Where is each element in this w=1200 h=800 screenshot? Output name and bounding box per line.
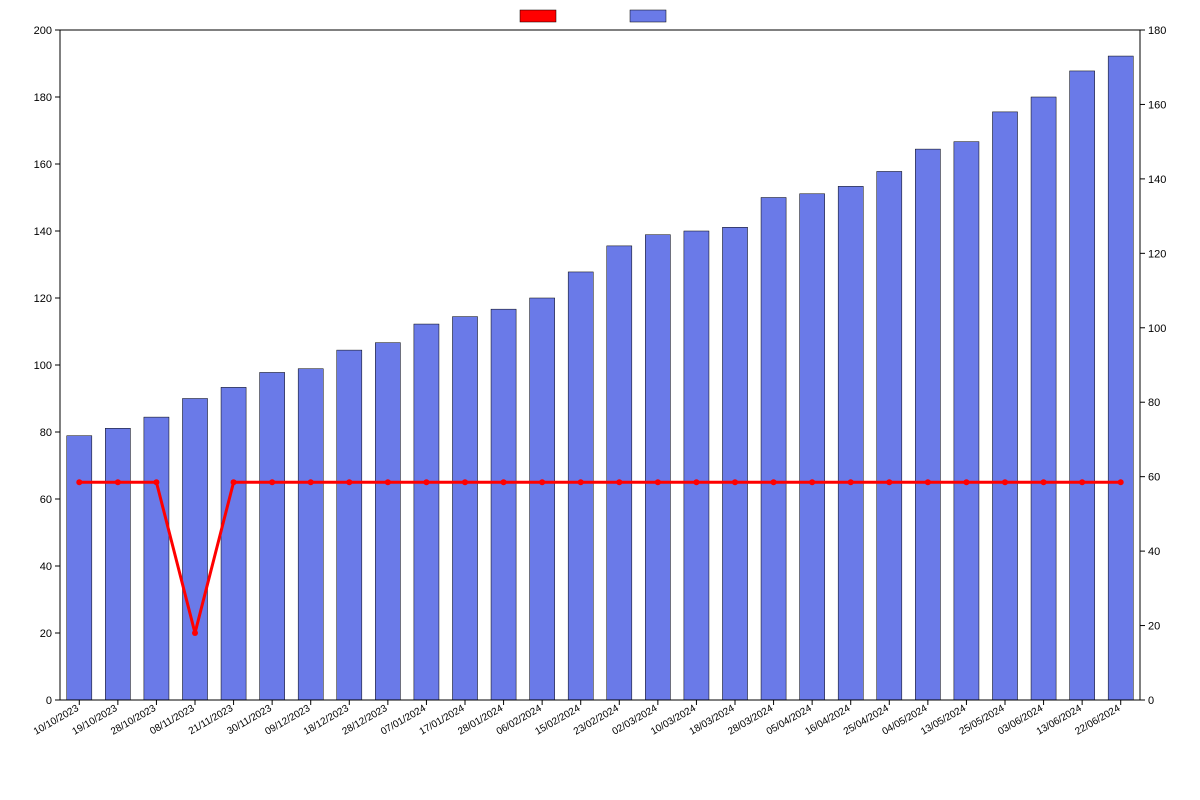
line-marker	[231, 479, 237, 485]
bar	[337, 350, 362, 700]
y-left-tick-label: 100	[34, 360, 52, 372]
bar	[877, 171, 902, 700]
line-marker	[886, 479, 892, 485]
line-marker	[153, 479, 159, 485]
y-right-tick-label: 20	[1148, 621, 1160, 633]
bar	[1031, 97, 1056, 700]
bar	[800, 194, 825, 700]
line-marker	[115, 479, 121, 485]
line-marker	[732, 479, 738, 485]
y-right-tick-label: 80	[1148, 397, 1160, 409]
bar	[414, 324, 439, 700]
y-left-tick-label: 160	[34, 159, 52, 171]
y-left-tick-label: 140	[34, 226, 52, 238]
bar	[182, 399, 207, 701]
line-marker	[385, 479, 391, 485]
line-marker	[616, 479, 622, 485]
bar	[375, 343, 400, 700]
line-marker	[539, 479, 545, 485]
combo-chart: 0 20 40 60 80 100 120 140 160 180 200 0 20 40 60 80 100 1…	[0, 0, 1200, 800]
bar	[1108, 56, 1133, 700]
bar	[607, 246, 632, 700]
line-marker	[578, 479, 584, 485]
bar	[260, 372, 285, 700]
line-marker	[655, 479, 661, 485]
y-left-tick-label: 40	[40, 561, 52, 573]
bar	[645, 235, 670, 700]
line-marker	[1002, 479, 1008, 485]
bar	[838, 186, 863, 700]
bar	[221, 387, 246, 700]
y-right-tick-label: 180	[1148, 25, 1166, 37]
line-marker	[963, 479, 969, 485]
y-right-tick-label: 160	[1148, 99, 1166, 111]
y-left-tick-label: 200	[34, 25, 52, 37]
bar	[684, 231, 709, 700]
bar	[530, 298, 555, 700]
line-marker	[462, 479, 468, 485]
bar	[568, 272, 593, 700]
line-marker	[1041, 479, 1047, 485]
y-right-tick-label: 120	[1148, 248, 1166, 260]
line-marker	[848, 479, 854, 485]
line-marker	[1079, 479, 1085, 485]
bar	[761, 198, 786, 701]
bar	[452, 317, 477, 700]
legend-swatch-bar	[630, 10, 666, 22]
y-right-tick-label: 60	[1148, 472, 1160, 484]
y-left-tick-label: 120	[34, 293, 52, 305]
y-right-tick-label: 100	[1148, 323, 1166, 335]
line-marker	[693, 479, 699, 485]
bar	[105, 428, 130, 700]
line-marker	[308, 479, 314, 485]
bar	[67, 436, 92, 700]
line-marker	[269, 479, 275, 485]
y-left-tick-label: 180	[34, 92, 52, 104]
bar	[1070, 71, 1095, 700]
line-marker	[1118, 479, 1124, 485]
y-left-tick-label: 20	[40, 628, 52, 640]
line-marker	[192, 630, 198, 636]
legend-swatch-line	[520, 10, 556, 22]
y-left-tick-label: 80	[40, 427, 52, 439]
line-marker	[501, 479, 507, 485]
y-left-tick-label: 0	[46, 695, 52, 707]
bar	[722, 227, 747, 700]
bar	[144, 417, 169, 700]
line-marker	[76, 479, 82, 485]
line-marker	[771, 479, 777, 485]
y-left-tick-label: 60	[40, 494, 52, 506]
bar	[298, 369, 323, 700]
bar	[491, 309, 516, 700]
line-marker	[346, 479, 352, 485]
bar	[954, 142, 979, 700]
bar	[915, 149, 940, 700]
y-right-tick-label: 0	[1148, 695, 1154, 707]
bar	[992, 112, 1017, 700]
y-right-tick-label: 140	[1148, 174, 1166, 186]
y-right-tick-label: 40	[1148, 546, 1160, 558]
line-marker	[809, 479, 815, 485]
line-marker	[423, 479, 429, 485]
chart-container: 0 20 40 60 80 100 120 140 160 180 200 0 20 40 60 80 100 1…	[0, 0, 1200, 800]
line-marker	[925, 479, 931, 485]
